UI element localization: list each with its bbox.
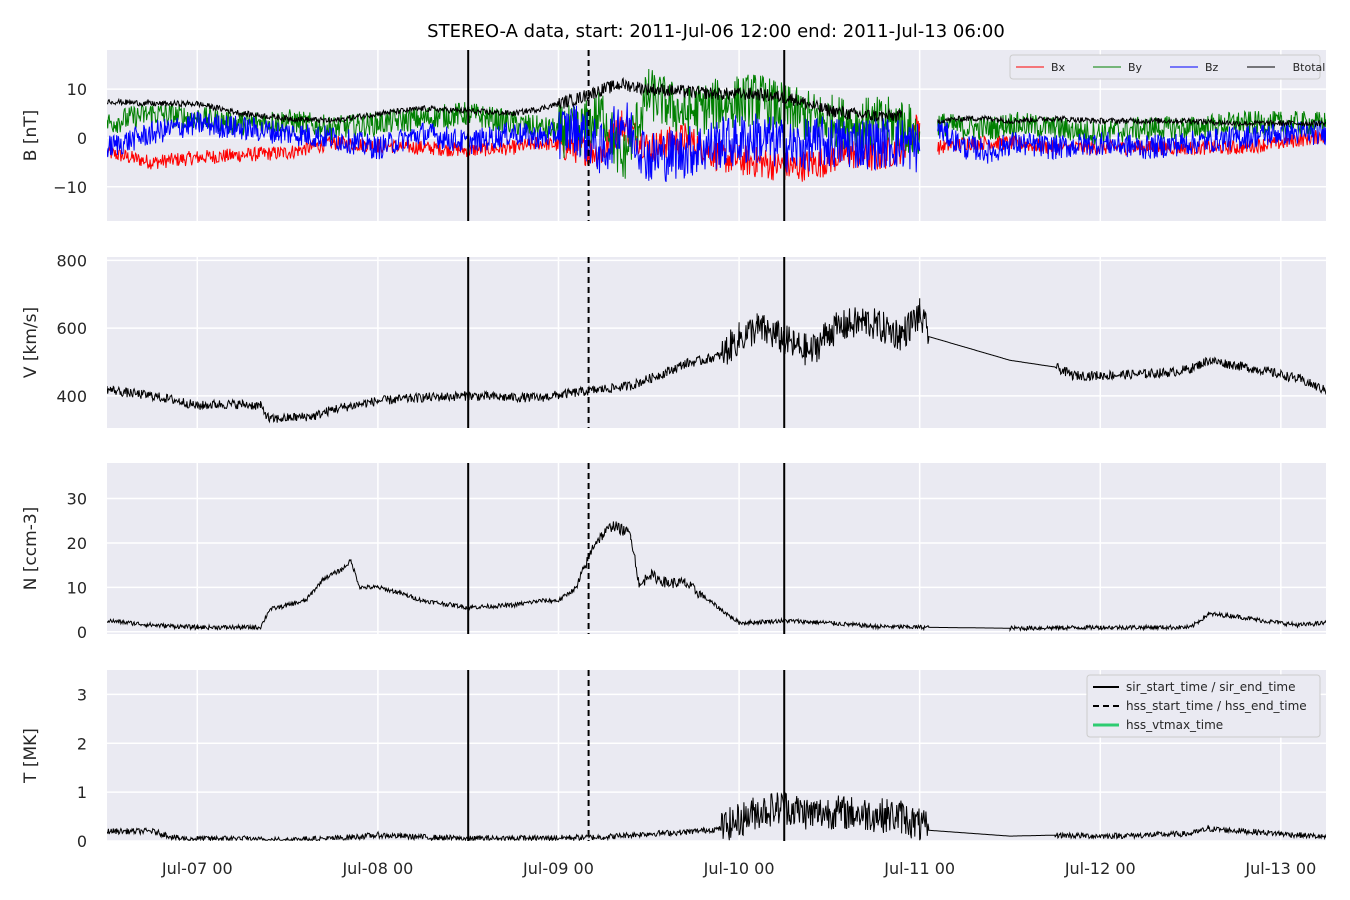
legend-label: sir_start_time / sir_end_time [1126,680,1296,694]
y-tick-label: −10 [53,178,87,197]
x-tick-label: Jul-08 00 [341,859,413,878]
y-axis-label: N [ccm-3] [21,507,41,591]
y-tick-label: 20 [67,534,87,553]
y-tick-label: 10 [67,578,87,597]
y-tick-label: 3 [77,685,87,704]
legend-events: sir_start_time / sir_end_time hss_start_t… [1086,674,1321,738]
y-tick-label: 0 [77,623,87,642]
legend-box [1009,54,1321,80]
y-axis-label: B [nT] [21,110,41,162]
legend-label: By [1128,61,1143,74]
y-tick-label: 10 [67,80,87,99]
series-line-btotal [107,77,1326,128]
y-tick-label: 2 [77,734,87,753]
y-tick-label: 600 [56,319,87,338]
legend-box [1086,674,1321,738]
x-tick-label: Jul-12 00 [1064,859,1136,878]
y-axis-label: V [km/s] [21,307,41,378]
legend-label: Btotal [1293,61,1326,74]
series-line-data [107,298,1326,424]
y-tick-label: 0 [77,832,87,851]
plot-area [107,257,1326,428]
legend-label: Bz [1205,61,1219,74]
chart-title: STEREO-A data, start: 2011-Jul-06 12:00 … [427,21,1005,42]
legend-label: hss_start_time / hss_end_time [1126,699,1307,713]
x-tick-label: Jul-11 00 [883,859,955,878]
x-tick-label: Jul-09 00 [522,859,594,878]
legend-label: hss_vtmax_time [1126,718,1223,732]
legend-b: Bx By Bz Btotal [1009,54,1326,80]
x-tick-label: Jul-13 00 [1244,859,1316,878]
y-axis-label: T [MK] [21,728,41,784]
y-tick-label: 1 [77,783,87,802]
x-tick-label: Jul-10 00 [703,859,775,878]
y-tick-label: 800 [56,251,87,270]
legend-label: Bx [1051,61,1066,74]
y-tick-label: 0 [77,129,87,148]
y-tick-label: 30 [67,490,87,509]
y-tick-label: 400 [56,387,87,406]
series-line-data [107,521,1326,633]
series-line-data [107,792,1326,841]
x-tick-label: Jul-07 00 [161,859,233,878]
panel-2: 400 600 800 V [km/s] [21,251,1326,428]
panel-3: 0 10 20 30 N [ccm-3] [21,463,1326,642]
